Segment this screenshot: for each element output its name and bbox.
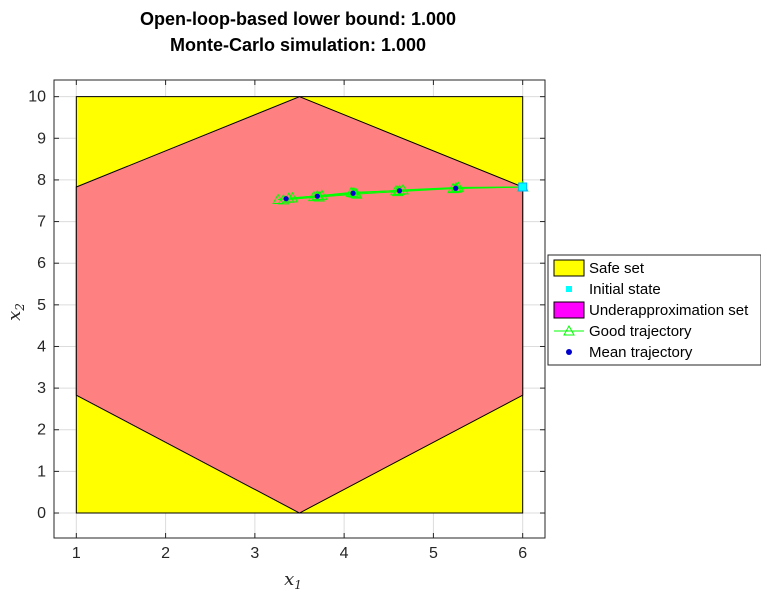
- y-tick-label: 5: [37, 297, 46, 314]
- y-tick-label: 0: [37, 505, 46, 522]
- x-tick-label: 4: [340, 545, 349, 562]
- trajectories: [272, 180, 529, 205]
- y-tick-label: 6: [37, 255, 46, 272]
- mean-trajectory-point: [453, 185, 459, 191]
- y-axis-label: x2: [4, 303, 27, 321]
- mean-trajectory-point: [314, 193, 320, 199]
- y-tick-label: 9: [37, 130, 46, 147]
- axis-ticks: 1 2 3 4 5 6 0 1 2 3 4 5 6 7 8 9 10: [28, 80, 545, 562]
- legend-label: Good trajectory: [589, 323, 692, 340]
- legend-items: Safe set Initial state Underapproximation …: [553, 259, 749, 361]
- y-tick-label: 8: [37, 172, 46, 189]
- legend-swatch-triangle: [563, 324, 575, 336]
- initial-state-marker: [518, 182, 528, 192]
- y-tick-label: 1: [37, 463, 46, 480]
- chart-title-line-1: Open-loop-based lower bound: 1.000: [140, 9, 456, 29]
- legend-label: Mean trajectory: [589, 344, 693, 361]
- underapproximation-set-region: [75, 96, 524, 514]
- legend-swatch-square: [566, 286, 572, 292]
- good-trajectory-marker: [272, 193, 284, 204]
- chart-title-line-2: Monte-Carlo simulation: 1.000: [170, 35, 426, 55]
- x-tick-label: 3: [250, 545, 259, 562]
- x-tick-label: 2: [161, 545, 170, 562]
- y-tick-label: 3: [37, 380, 46, 397]
- mean-trajectory-point: [396, 188, 403, 194]
- y-tick-label: 10: [28, 89, 46, 106]
- x-axis-label: x1: [284, 569, 302, 592]
- y-tick-label: 2: [37, 422, 46, 439]
- legend-label: Safe set: [589, 260, 645, 277]
- good-trajectory-marker: [286, 191, 299, 203]
- legend-swatch-dot: [566, 349, 572, 355]
- x-tick-label: 6: [518, 545, 527, 562]
- plot-frame: [53, 79, 546, 539]
- mean-trajectory-point: [283, 196, 289, 202]
- y-tick-label: 4: [37, 338, 46, 355]
- x-tick-label: 1: [72, 545, 81, 562]
- legend-label: Underapproximation set: [589, 302, 749, 319]
- y-tick-label: 7: [37, 214, 46, 231]
- legend: Safe set Initial state Underapproximation …: [547, 254, 761, 366]
- legend-swatch-patch: [553, 259, 585, 277]
- legend-swatch-patch: [553, 301, 585, 319]
- mean-trajectory-point: [350, 190, 356, 196]
- set-regions: [75, 96, 524, 514]
- legend-label: Initial state: [589, 281, 661, 298]
- x-tick-label: 5: [429, 545, 438, 562]
